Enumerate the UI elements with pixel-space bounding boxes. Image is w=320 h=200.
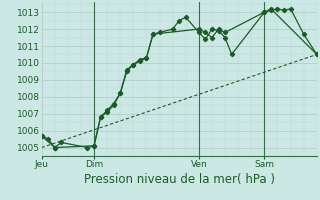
X-axis label: Pression niveau de la mer( hPa ): Pression niveau de la mer( hPa )	[84, 173, 275, 186]
